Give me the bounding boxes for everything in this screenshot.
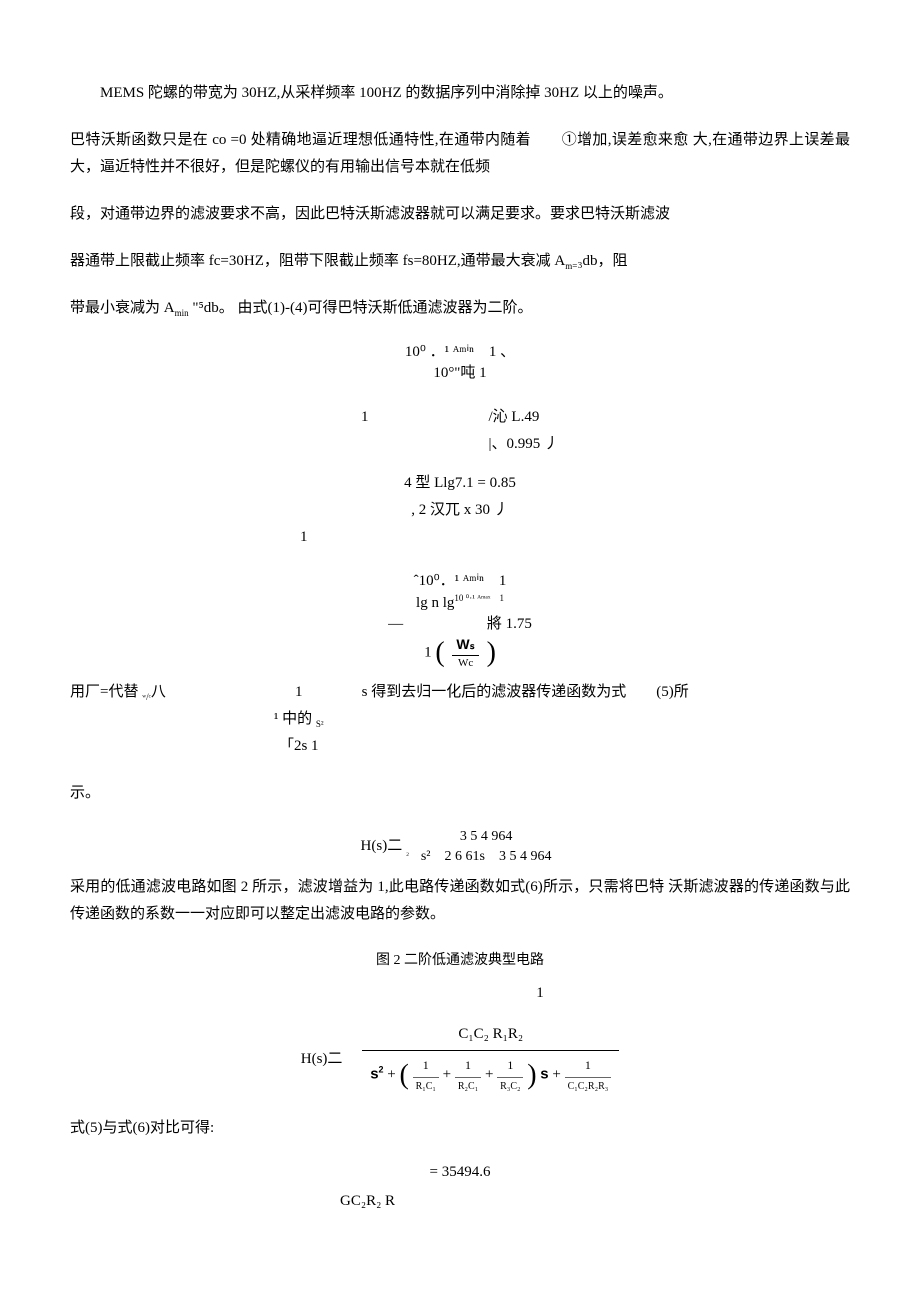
text: 用厂=代替 — [70, 684, 142, 700]
paragraph-6: 用厂=代替 ʷ/ᶜ八 1 ¹ 中的 S² 「2s 1 s 得到去归一化后的滤波器… — [70, 679, 850, 760]
formula-line: ˆ10⁰．¹ ᴬᵐⁱⁿ 1 — [70, 571, 850, 592]
text: 带最小衰减为 A — [70, 300, 175, 316]
formula-line: lg n lg10 ⁰·¹ ᴬᵐᵃˣ 1 — [70, 592, 850, 614]
formula-text: |、0.995 丿 — [488, 431, 559, 458]
equation-6: H(s)二 C₁C₂ R₁R₂ s2 + ( 1R₁C₁ + 1R₂C₁ + 1… — [70, 1019, 850, 1100]
text: — — [388, 616, 403, 632]
paren-icon: ) — [487, 637, 496, 668]
formula-text: 1 — [274, 679, 324, 706]
fraction-num: 3 5 4 964 — [417, 827, 556, 847]
fraction-den: Wc — [452, 656, 478, 671]
d: R₁C₁ — [413, 1078, 439, 1096]
text: lg n lg — [416, 595, 454, 611]
text: ₃db，阻 — [577, 253, 627, 269]
plus: + — [387, 1067, 395, 1083]
formula-text: 1 — [300, 524, 660, 551]
fraction-den: s2 + ( 1R₁C₁ + 1R₂C₁ + 1R₃C₂ ) s + 1C₁C₂… — [362, 1051, 619, 1100]
fraction-num: C₁C₂ R₁R₂ — [362, 1019, 619, 1051]
formula-line: 1 ( Wₛ Wc ) — [70, 635, 850, 671]
n: 1 — [413, 1055, 439, 1078]
n: 1 — [565, 1055, 612, 1078]
n: 1 — [455, 1055, 481, 1078]
formula-text: , 2 汉兀 x 30 丿 — [260, 497, 660, 524]
paren-icon: ( — [400, 1060, 409, 1091]
n: 1 — [497, 1055, 523, 1078]
formula-text: 「2s 1 — [274, 733, 324, 760]
superscript: 10 ⁰·¹ ᴬᵐᵃˣ 1 — [454, 593, 504, 603]
paragraph-8: 式(5)与式(6)对比可得: — [70, 1115, 850, 1142]
text: 將 1.75 — [487, 616, 532, 632]
formula-line: 10⁰ ．¹ ᴬᵐⁱⁿ 1 、 — [70, 342, 850, 363]
paragraph-7: 采用的低通滤波电路如图 2 所示，滤波增益为 1,此电路传递函数如式(6)所示，… — [70, 874, 850, 928]
fraction-den: s² 2 6 61s 3 5 4 964 — [417, 847, 556, 867]
subscript: min — [175, 308, 189, 318]
formula-text: 1 — [361, 404, 369, 458]
equation-7: = 35494.6 — [70, 1162, 850, 1183]
formula-line: — 將 1.75 — [70, 614, 850, 635]
paragraph-6-end: 示。 — [70, 780, 850, 807]
subscript: m= — [565, 261, 577, 271]
paragraph-2: 巴特沃斯函数只是在 co =0 处精确地逼近理想低通特性,在通带内随着 ①增加,… — [70, 127, 850, 181]
equation-8: GC₂R₂ R — [340, 1191, 850, 1212]
paragraph-5: 带最小衰减为 Amin "⁵db。 由式(1)-(4)可得巴特沃斯低通滤波器为二… — [70, 295, 850, 322]
text: ¹ 中的 — [274, 711, 316, 727]
paren-icon: ) — [527, 1060, 536, 1091]
d: C₁C₂R₂R₃ — [565, 1078, 612, 1096]
fraction-num: Wₛ — [452, 635, 478, 656]
plus: + — [485, 1067, 493, 1083]
superscript: 2 — [379, 1065, 384, 1075]
plus: + — [443, 1067, 451, 1083]
formula-text: 4 型 Llg7.1 = 0.85 — [260, 470, 660, 497]
eq-lhs: H(s)二 — [361, 838, 403, 854]
equation-5: H(s)二 ₂ 3 5 4 964 s² 2 6 61s 3 5 4 964 — [70, 827, 850, 866]
paragraph-1: MEMS 陀螺的带宽为 30HZ,从采样频率 100HZ 的数据序列中消除掉 3… — [70, 80, 850, 107]
text: 1 — [424, 644, 432, 660]
formula-group-1: 1 /沁 L.49 |、0.995 丿 4 型 Llg7.1 = 0.85 , … — [260, 404, 660, 551]
formula-text: /沁 L.49 — [488, 404, 559, 431]
paragraph-3: 段，对通带边界的滤波要求不高，因此巴特沃斯滤波器就可以满足要求。要求巴特沃斯滤波 — [70, 201, 850, 228]
subscript: ʷ/ᶜ — [142, 692, 151, 702]
text: 器通带上限截止频率 fc=30HZ，阻带下限截止频率 fs=80HZ,通带最大衰… — [70, 253, 565, 269]
plus: + — [552, 1067, 560, 1083]
d: R₂C₁ — [455, 1078, 481, 1096]
formula-1: 10⁰ ．¹ ᴬᵐⁱⁿ 1 、 10°"吨 1 — [70, 342, 850, 384]
subscript: ₂ — [406, 846, 409, 856]
paragraph-4: 器通带上限截止频率 fc=30HZ，阻带下限截止频率 fs=80HZ,通带最大衰… — [70, 248, 850, 275]
formula-line: 10°"吨 1 — [70, 363, 850, 384]
text: "⁵db。 由式(1)-(4)可得巴特沃斯低通滤波器为二阶。 — [189, 300, 533, 316]
d: R₃C₂ — [497, 1078, 523, 1096]
text: 八 — [151, 684, 166, 700]
text: s 得到去归一化后的滤波器传递函数为式 (5)所 — [332, 679, 689, 706]
eq-lhs: H(s)二 — [301, 1046, 343, 1073]
var-s: s — [370, 1066, 378, 1083]
formula-2: ˆ10⁰．¹ ᴬᵐⁱⁿ 1 lg n lg10 ⁰·¹ ᴬᵐᵃˣ 1 — 將 1… — [70, 571, 850, 671]
var-s: s — [540, 1066, 548, 1083]
formula-one: 1 — [230, 983, 850, 1004]
subscript: S² — [316, 719, 324, 729]
figure-2-caption: 图 2 二阶低通滤波典型电路 — [70, 948, 850, 973]
paren-icon: ( — [435, 637, 444, 668]
